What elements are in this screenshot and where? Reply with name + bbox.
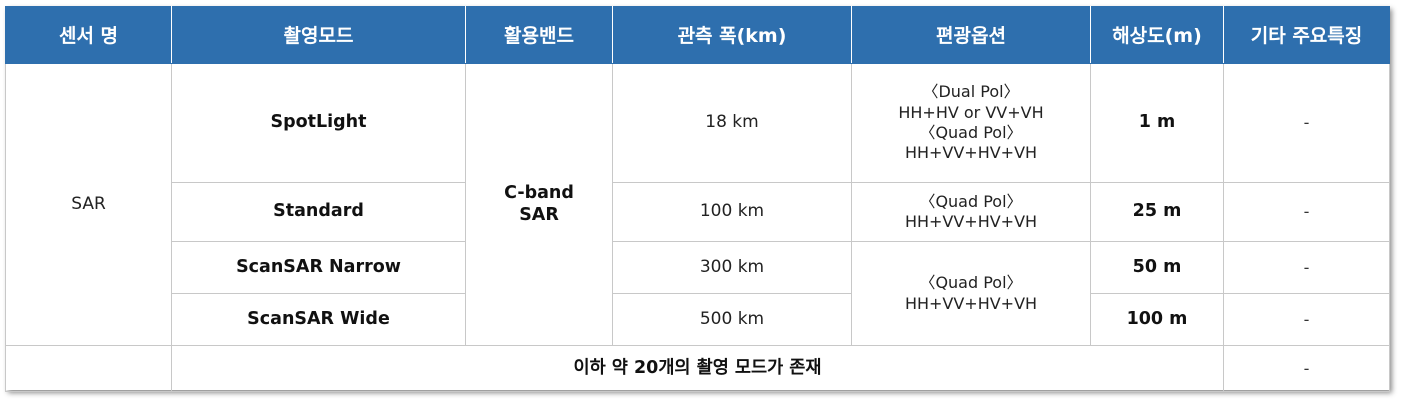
header-sensor-name: 센서 명 <box>5 6 172 64</box>
footer-note-cell: - <box>1223 345 1390 392</box>
note-cell: - <box>1223 293 1390 346</box>
sensor-spec-table: 센서 명 촬영모드 활용밴드 관측 폭(km) 편광옵션 해상도(m) 기타 주… <box>5 6 1390 392</box>
polarization-cell: 〈Dual Pol〉 HH+HV or VV+VH 〈Quad Pol〉 HH+… <box>851 63 1091 183</box>
swath-cell: 500 km <box>612 293 852 346</box>
band-line-2: SAR <box>519 204 559 225</box>
footer-row: 이하 약 20개의 촬영 모드가 존재 - <box>5 345 1390 392</box>
footer-text-cell: 이하 약 20개의 촬영 모드가 존재 <box>171 345 1224 392</box>
header-polarization: 편광옵션 <box>851 6 1091 64</box>
pol-line: HH+VV+HV+VH <box>904 143 1038 163</box>
pol-line: 〈Quad Pol〉 <box>919 191 1023 211</box>
header-other-features: 기타 주요특징 <box>1223 6 1390 64</box>
swath-cell: 300 km <box>612 241 852 294</box>
header-row: 센서 명 촬영모드 활용밴드 관측 폭(km) 편광옵션 해상도(m) 기타 주… <box>5 6 1390 64</box>
footer-blank-cell <box>5 345 172 392</box>
mode-cell: Standard <box>171 182 466 242</box>
sensor-spec-table-frame: 센서 명 촬영모드 활용밴드 관측 폭(km) 편광옵션 해상도(m) 기타 주… <box>5 6 1390 392</box>
pol-line: HH+VV+HV+VH <box>904 212 1038 231</box>
band-cell: C-band SAR <box>465 63 613 346</box>
header-imaging-mode: 촬영모드 <box>171 6 466 64</box>
pol-line: 〈Quad Pol〉 <box>919 123 1023 142</box>
header-swath: 관측 폭(km) <box>612 6 852 64</box>
swath-cell: 18 km <box>612 63 852 183</box>
resolution-cell: 50 m <box>1090 241 1224 294</box>
pol-line: HH+HV or VV+VH <box>898 102 1044 122</box>
pol-line: 〈Dual Pol〉 <box>922 82 1020 102</box>
resolution-cell: 100 m <box>1090 293 1224 346</box>
note-cell: - <box>1223 241 1390 294</box>
polarization-cell: 〈Quad Pol〉 HH+VV+HV+VH <box>851 241 1091 346</box>
table-row: SAR SpotLight C-band SAR 18 km 〈Dual Pol… <box>5 63 1390 346</box>
sensor-cell: SAR <box>5 63 172 346</box>
mode-cell: ScanSAR Narrow <box>171 241 466 294</box>
pol-line: HH+VV+HV+VH <box>904 293 1038 313</box>
header-band: 활용밴드 <box>465 6 613 64</box>
table-row: ScanSAR Wide 500 km 100 m - <box>6 293 1390 346</box>
header-resolution: 해상도(m) <box>1090 6 1224 64</box>
mode-cell: ScanSAR Wide <box>171 293 466 346</box>
note-cell: - <box>1223 63 1390 183</box>
resolution-cell: 25 m <box>1090 182 1224 242</box>
pol-line: 〈Quad Pol〉 <box>919 273 1023 293</box>
polarization-cell: 〈Quad Pol〉 HH+VV+HV+VH <box>851 182 1091 242</box>
band-line-1: C-band <box>504 182 574 203</box>
resolution-cell: 1 m <box>1090 63 1224 183</box>
mode-cell: SpotLight <box>171 63 466 183</box>
swath-cell: 100 km <box>612 182 852 242</box>
table-row: ScanSAR Narrow 300 km 〈Quad Pol〉 HH+VV+H… <box>6 241 1390 346</box>
note-cell: - <box>1223 182 1390 242</box>
table-row: Standard 100 km 〈Quad Pol〉 HH+VV+HV+VH 2… <box>6 182 1390 242</box>
